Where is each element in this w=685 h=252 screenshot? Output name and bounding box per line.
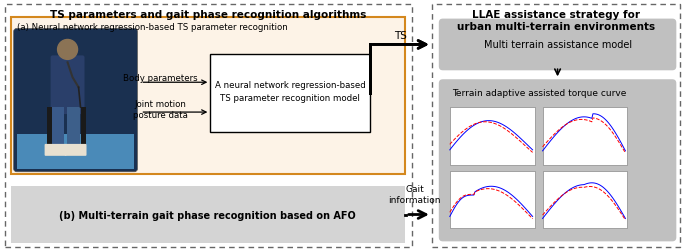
Text: A neural network regression-based
TS parameter recognition model: A neural network regression-based TS par… xyxy=(214,81,366,103)
Text: Body parameters: Body parameters xyxy=(123,74,198,82)
FancyBboxPatch shape xyxy=(450,108,534,165)
Text: Terrain adaptive assisted torque curve: Terrain adaptive assisted torque curve xyxy=(452,89,626,98)
FancyBboxPatch shape xyxy=(439,19,676,71)
FancyBboxPatch shape xyxy=(543,108,627,165)
Text: urban multi-terrain environments: urban multi-terrain environments xyxy=(456,21,655,32)
Text: Gait
information: Gait information xyxy=(388,184,441,204)
Text: Multi terrain assistance model: Multi terrain assistance model xyxy=(484,40,632,50)
Text: TS parameters and gait phase recognition algorithms: TS parameters and gait phase recognition… xyxy=(50,10,366,20)
FancyBboxPatch shape xyxy=(11,186,405,243)
FancyBboxPatch shape xyxy=(51,56,84,115)
FancyBboxPatch shape xyxy=(14,29,138,172)
FancyBboxPatch shape xyxy=(210,55,370,133)
FancyBboxPatch shape xyxy=(81,108,86,145)
Text: LLAE assistance strategy for: LLAE assistance strategy for xyxy=(471,10,640,20)
Text: (b) Multi-terrain gait phase recognition based on AFO: (b) Multi-terrain gait phase recognition… xyxy=(59,210,356,220)
Text: TS: TS xyxy=(395,31,408,41)
Text: (a) Neural network regression-based TS parameter recognition: (a) Neural network regression-based TS p… xyxy=(16,22,288,32)
FancyBboxPatch shape xyxy=(66,108,79,149)
Circle shape xyxy=(58,40,77,60)
FancyBboxPatch shape xyxy=(543,171,627,229)
FancyBboxPatch shape xyxy=(45,144,66,156)
FancyBboxPatch shape xyxy=(450,171,534,229)
FancyBboxPatch shape xyxy=(51,108,64,149)
FancyBboxPatch shape xyxy=(5,5,412,247)
FancyBboxPatch shape xyxy=(64,144,86,156)
FancyBboxPatch shape xyxy=(16,134,134,169)
FancyBboxPatch shape xyxy=(432,5,680,247)
FancyBboxPatch shape xyxy=(439,80,676,241)
Text: Joint motion
posture data: Joint motion posture data xyxy=(133,100,188,120)
FancyBboxPatch shape xyxy=(47,108,51,145)
FancyBboxPatch shape xyxy=(11,18,405,174)
